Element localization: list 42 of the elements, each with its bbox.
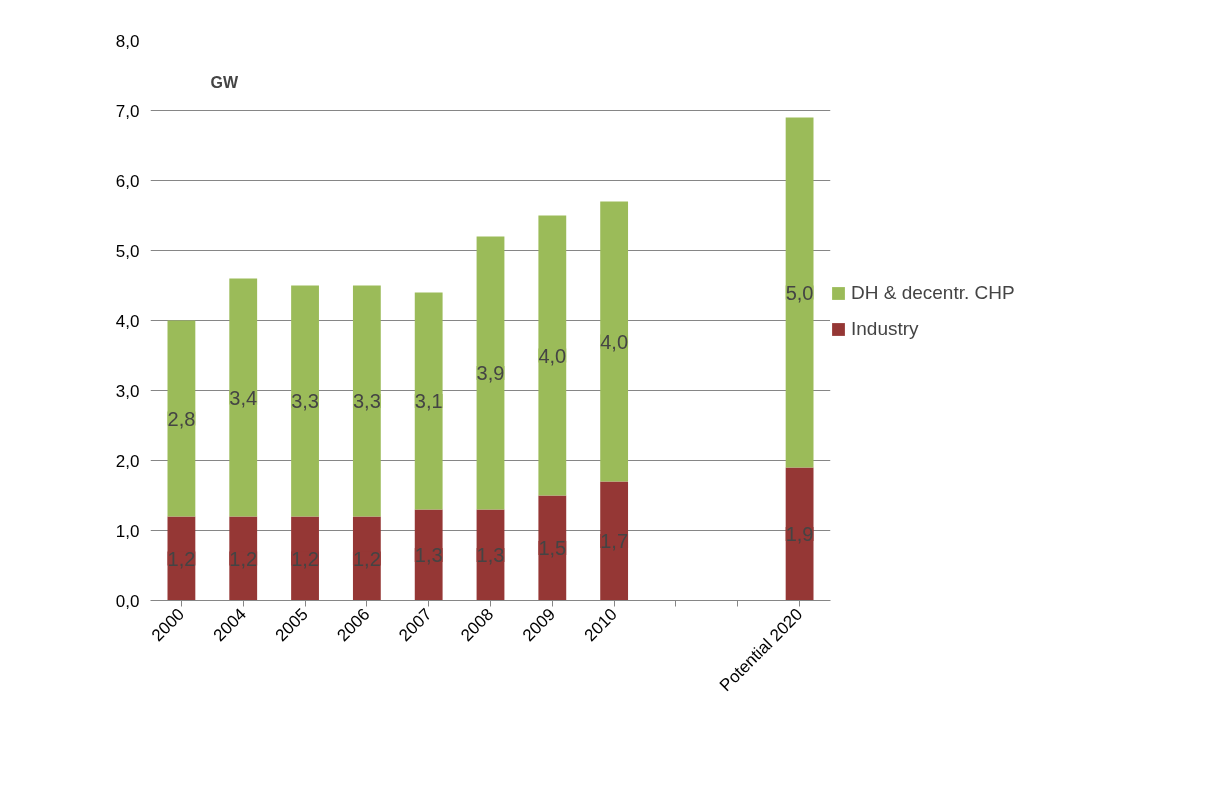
legend-label: Industry (851, 318, 919, 340)
y-tick-label: 1,0 (115, 521, 140, 541)
bar (785, 117, 814, 468)
data-label: 4,0 (600, 330, 629, 353)
bar (538, 495, 567, 601)
bar (600, 201, 629, 482)
bar (414, 292, 443, 510)
data-label: 5,0 (785, 281, 814, 304)
data-label: 1,7 (600, 530, 629, 552)
data-label: 1,2 (229, 547, 258, 570)
data-label: 3,3 (291, 390, 319, 412)
data-label: 2,8 (167, 407, 196, 430)
bar (291, 285, 319, 517)
data-label: 3,1 (414, 390, 443, 412)
legend-label: DH & decentr. CHP (851, 282, 1015, 304)
data-label: 1,3 (476, 544, 505, 566)
y-axis-title: GW (210, 73, 239, 91)
data-label: 3,4 (229, 386, 258, 409)
bar (229, 278, 258, 517)
data-label: 1,2 (167, 547, 196, 570)
data-label: 1,5 (538, 537, 567, 559)
y-tick-label: 4,0 (115, 311, 140, 331)
y-tick-label: 5,0 (115, 241, 140, 261)
y-tick-label: 2,0 (115, 451, 140, 471)
data-label: 3,9 (476, 362, 505, 384)
bar (785, 467, 814, 601)
data-label: 1,9 (785, 523, 814, 545)
data-label: 4,0 (538, 344, 567, 367)
bar (352, 285, 381, 517)
y-tick-label: 6,0 (115, 171, 140, 191)
y-tick-label: 3,0 (115, 381, 140, 401)
y-tick-label: 0,0 (115, 591, 140, 611)
y-tick-label: 8,0 (115, 31, 140, 51)
data-label: 3,3 (352, 390, 381, 412)
bar (476, 236, 505, 510)
bar (600, 481, 629, 601)
y-tick-label: 7,0 (115, 101, 140, 121)
bar (167, 320, 196, 517)
data-label: 1,2 (352, 547, 381, 570)
bar (538, 215, 567, 496)
data-label: 1,3 (414, 544, 443, 566)
data-label: 1,2 (291, 547, 319, 570)
